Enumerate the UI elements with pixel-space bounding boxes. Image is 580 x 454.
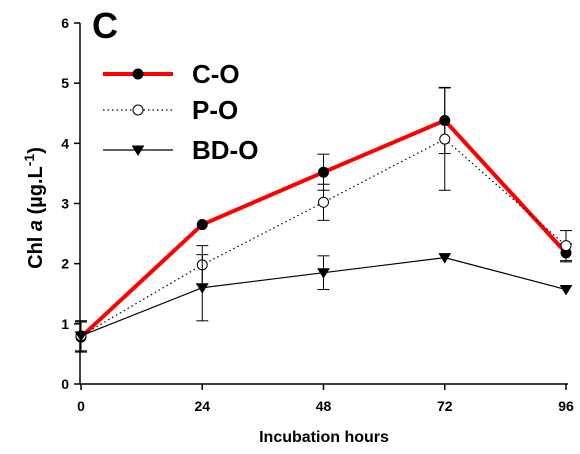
x-tick-label: 48 [316, 398, 332, 414]
y-tick-label: 4 [61, 135, 69, 151]
y-axis-title-suffix: ) [25, 147, 47, 154]
series-line [79, 118, 568, 339]
y-tick-label: 2 [61, 256, 69, 272]
series-BD-O [74, 253, 573, 352]
y-tick-label: 0 [61, 376, 69, 392]
y-tick-label: 5 [61, 75, 69, 91]
data-point [559, 285, 573, 296]
data-point [438, 253, 452, 264]
legend-label: C-O [192, 59, 240, 89]
y-tick-label: 3 [61, 196, 69, 212]
y-tick-label: 6 [61, 15, 69, 31]
x-tick-label: 24 [194, 398, 210, 414]
legend-marker [132, 104, 144, 116]
y-axis-title-italic: a [25, 220, 47, 231]
data-point [195, 283, 209, 294]
legend-item: C-O [103, 59, 240, 89]
legend-label: BD-O [192, 135, 258, 165]
y-tick-label: 1 [61, 316, 69, 332]
legend-item: BD-O [103, 135, 258, 165]
series-layer [74, 86, 573, 353]
data-point [439, 133, 451, 145]
x-tick-label: 96 [558, 398, 574, 414]
data-point [196, 219, 208, 231]
legend-marker [131, 145, 145, 156]
legend-item: P-O [103, 95, 238, 125]
data-point [318, 166, 329, 178]
y-axis-title-superscript: -1 [21, 154, 37, 167]
panel-label: C [92, 5, 118, 46]
data-point [317, 268, 330, 279]
y-axis-title-prefix: Chl [25, 231, 47, 269]
data-point [560, 240, 572, 252]
x-axis-title: Incubation hours [259, 429, 389, 446]
y-axis-title: Chl a (µg.L-1) [21, 147, 47, 269]
legend-label: P-O [192, 95, 238, 125]
data-point [318, 196, 329, 208]
x-tick-label: 0 [77, 398, 85, 414]
x-tick-label: 72 [437, 398, 453, 414]
data-point [74, 331, 88, 342]
legend: C-O P-O BD-O [103, 59, 258, 165]
ticks: 0 1 2 3 4 5 6 0 24 48 72 96 [61, 15, 574, 414]
series-P-O [75, 87, 572, 352]
y-axis-title-middle: (µg.L [25, 166, 47, 220]
legend-marker [132, 68, 144, 80]
